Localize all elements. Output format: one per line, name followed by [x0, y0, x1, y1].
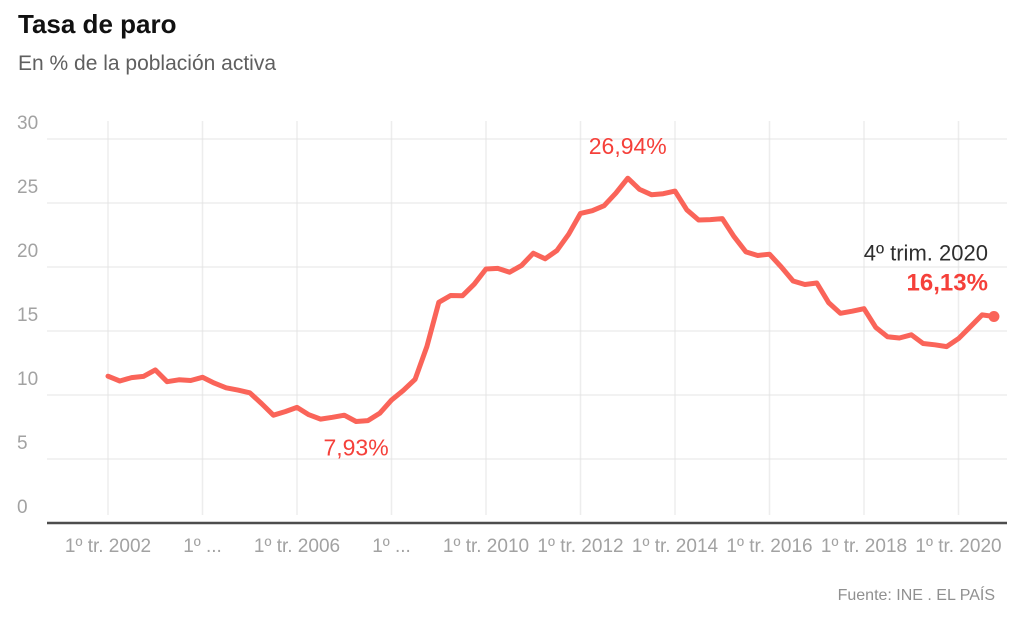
y-axis-tick: 10 [17, 369, 38, 390]
x-axis-tick: 1º tr. 2002 [65, 536, 151, 557]
x-axis-tick: 1º tr. 2012 [537, 536, 623, 557]
y-axis-tick: 0 [17, 497, 28, 518]
chart-header: Tasa de paro En % de la población activa [18, 8, 276, 76]
chart-title: Tasa de paro [18, 9, 177, 39]
last-point-marker [988, 311, 1000, 323]
x-axis-tick: 1º tr. 2014 [632, 536, 719, 557]
peak-value-annotation: 26,94% [589, 133, 667, 159]
y-axis-tick: 20 [17, 241, 38, 262]
x-axis-tick: 1º tr. 2018 [821, 536, 907, 557]
unemployment-rate-line [105, 175, 997, 424]
y-axis-tick: 15 [17, 305, 38, 326]
x-axis-tick: 1º ... [183, 536, 222, 557]
last-period-annotation: 4º trim. 2020 [864, 241, 988, 266]
y-axis-tick: 30 [17, 113, 38, 134]
x-axis-tick: 1º tr. 2006 [254, 536, 340, 557]
x-axis-tick: 1º ... [372, 536, 411, 557]
y-axis-tick-labels: 30 25 20 15 10 5 0 [17, 113, 38, 518]
chart-subtitle: En % de la población activa [18, 52, 276, 75]
x-axis-tick: 1º tr. 2010 [443, 536, 529, 557]
y-axis-tick: 5 [17, 433, 28, 454]
y-axis-tick: 25 [17, 177, 38, 198]
horizontal-gridlines [47, 138, 1007, 460]
trough-value-annotation: 7,93% [323, 434, 388, 460]
vertical-gridlines [107, 121, 960, 515]
x-axis-tick-labels: 1º tr. 2002 1º ... 1º tr. 2006 1º ... 1º tr.… [65, 536, 1002, 557]
x-axis-tick: 1º tr. 2020 [915, 536, 1001, 557]
x-axis-tick: 1º tr. 2016 [726, 536, 812, 557]
last-value-annotation: 16,13% [907, 270, 988, 297]
source-credit: Fuente: INE . EL PAÍS [837, 587, 995, 604]
